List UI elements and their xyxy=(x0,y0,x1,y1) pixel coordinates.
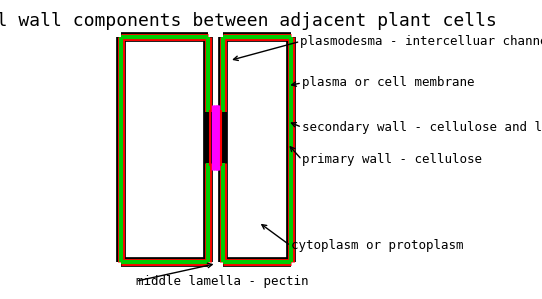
Text: Cell wall components between adjacent plant cells: Cell wall components between adjacent pl… xyxy=(0,12,498,30)
Text: cytoplasm or protoplasm: cytoplasm or protoplasm xyxy=(291,239,463,252)
Text: middle lamella - pectin: middle lamella - pectin xyxy=(136,275,308,288)
Text: plasma or cell membrane: plasma or cell membrane xyxy=(302,76,474,89)
Text: secondary wall - cellulose and lignin: secondary wall - cellulose and lignin xyxy=(302,121,542,134)
Text: plasmodesma - intercelluar channel: plasmodesma - intercelluar channel xyxy=(300,35,542,48)
Text: primary wall - cellulose: primary wall - cellulose xyxy=(302,153,482,166)
